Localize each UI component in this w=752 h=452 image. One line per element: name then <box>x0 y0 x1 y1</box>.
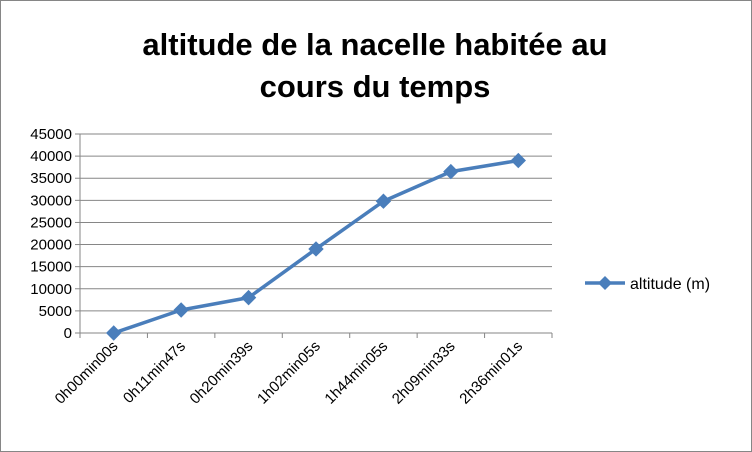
x-tick-label-0h20min39s: 0h20min39s <box>187 338 257 408</box>
axes <box>75 133 553 338</box>
x-tick-label-1h02min05s: 1h02min05s <box>254 338 324 408</box>
data-point-0h20min39s <box>240 289 257 306</box>
data-point-0h00min00s <box>106 325 122 341</box>
data-point-2h36min01s <box>510 152 526 169</box>
y-tick-label-45000: 45000 <box>30 126 72 143</box>
y-axis-tick-labels: 0 5000 10000 15000 20000 25000 30000 35000 40000… <box>30 126 72 342</box>
data-point-0h11min47s <box>173 302 189 318</box>
data-point-2h09min33s <box>443 163 459 180</box>
chart-title-line-2: cours du temps <box>259 69 491 104</box>
legend-marker-diamond-icon <box>598 276 612 290</box>
legend: altitude (m) <box>585 276 710 293</box>
data-point-1h44min05s <box>375 193 392 209</box>
x-axis-tick-labels: 0h00min00s0h11min47s0h20min39s1h02min05s… <box>52 338 526 408</box>
gridlines <box>80 133 552 312</box>
x-tick-label-0h00min00s: 0h00min00s <box>52 338 122 408</box>
legend-entry-altitude: altitude (m) <box>630 276 710 293</box>
y-tick-label-40000: 40000 <box>30 148 72 165</box>
data-point-1h02min05s <box>308 241 324 257</box>
x-tick-label-2h36min01s: 2h36min01s <box>456 338 526 408</box>
y-tick-label-5000: 5000 <box>39 303 72 320</box>
y-tick-label-0: 0 <box>64 325 72 342</box>
chart-title-line-1: altitude de la nacelle habitée au <box>142 27 608 62</box>
y-tick-label-30000: 30000 <box>30 192 72 209</box>
y-tick-label-15000: 15000 <box>30 259 72 276</box>
x-tick-label-2h09min33s: 2h09min33s <box>389 338 459 408</box>
y-tick-label-20000: 20000 <box>30 237 72 254</box>
y-tick-label-10000: 10000 <box>30 281 72 298</box>
series-altitude <box>106 152 526 341</box>
chart-title: altitude de la nacelle habitée au cours … <box>70 24 680 108</box>
x-tick-label-1h44min05s: 1h44min05s <box>321 338 391 408</box>
y-tick-label-25000: 25000 <box>30 214 72 231</box>
y-tick-label-35000: 35000 <box>30 170 72 187</box>
x-tick-label-0h11min47s: 0h11min47s <box>120 338 189 407</box>
